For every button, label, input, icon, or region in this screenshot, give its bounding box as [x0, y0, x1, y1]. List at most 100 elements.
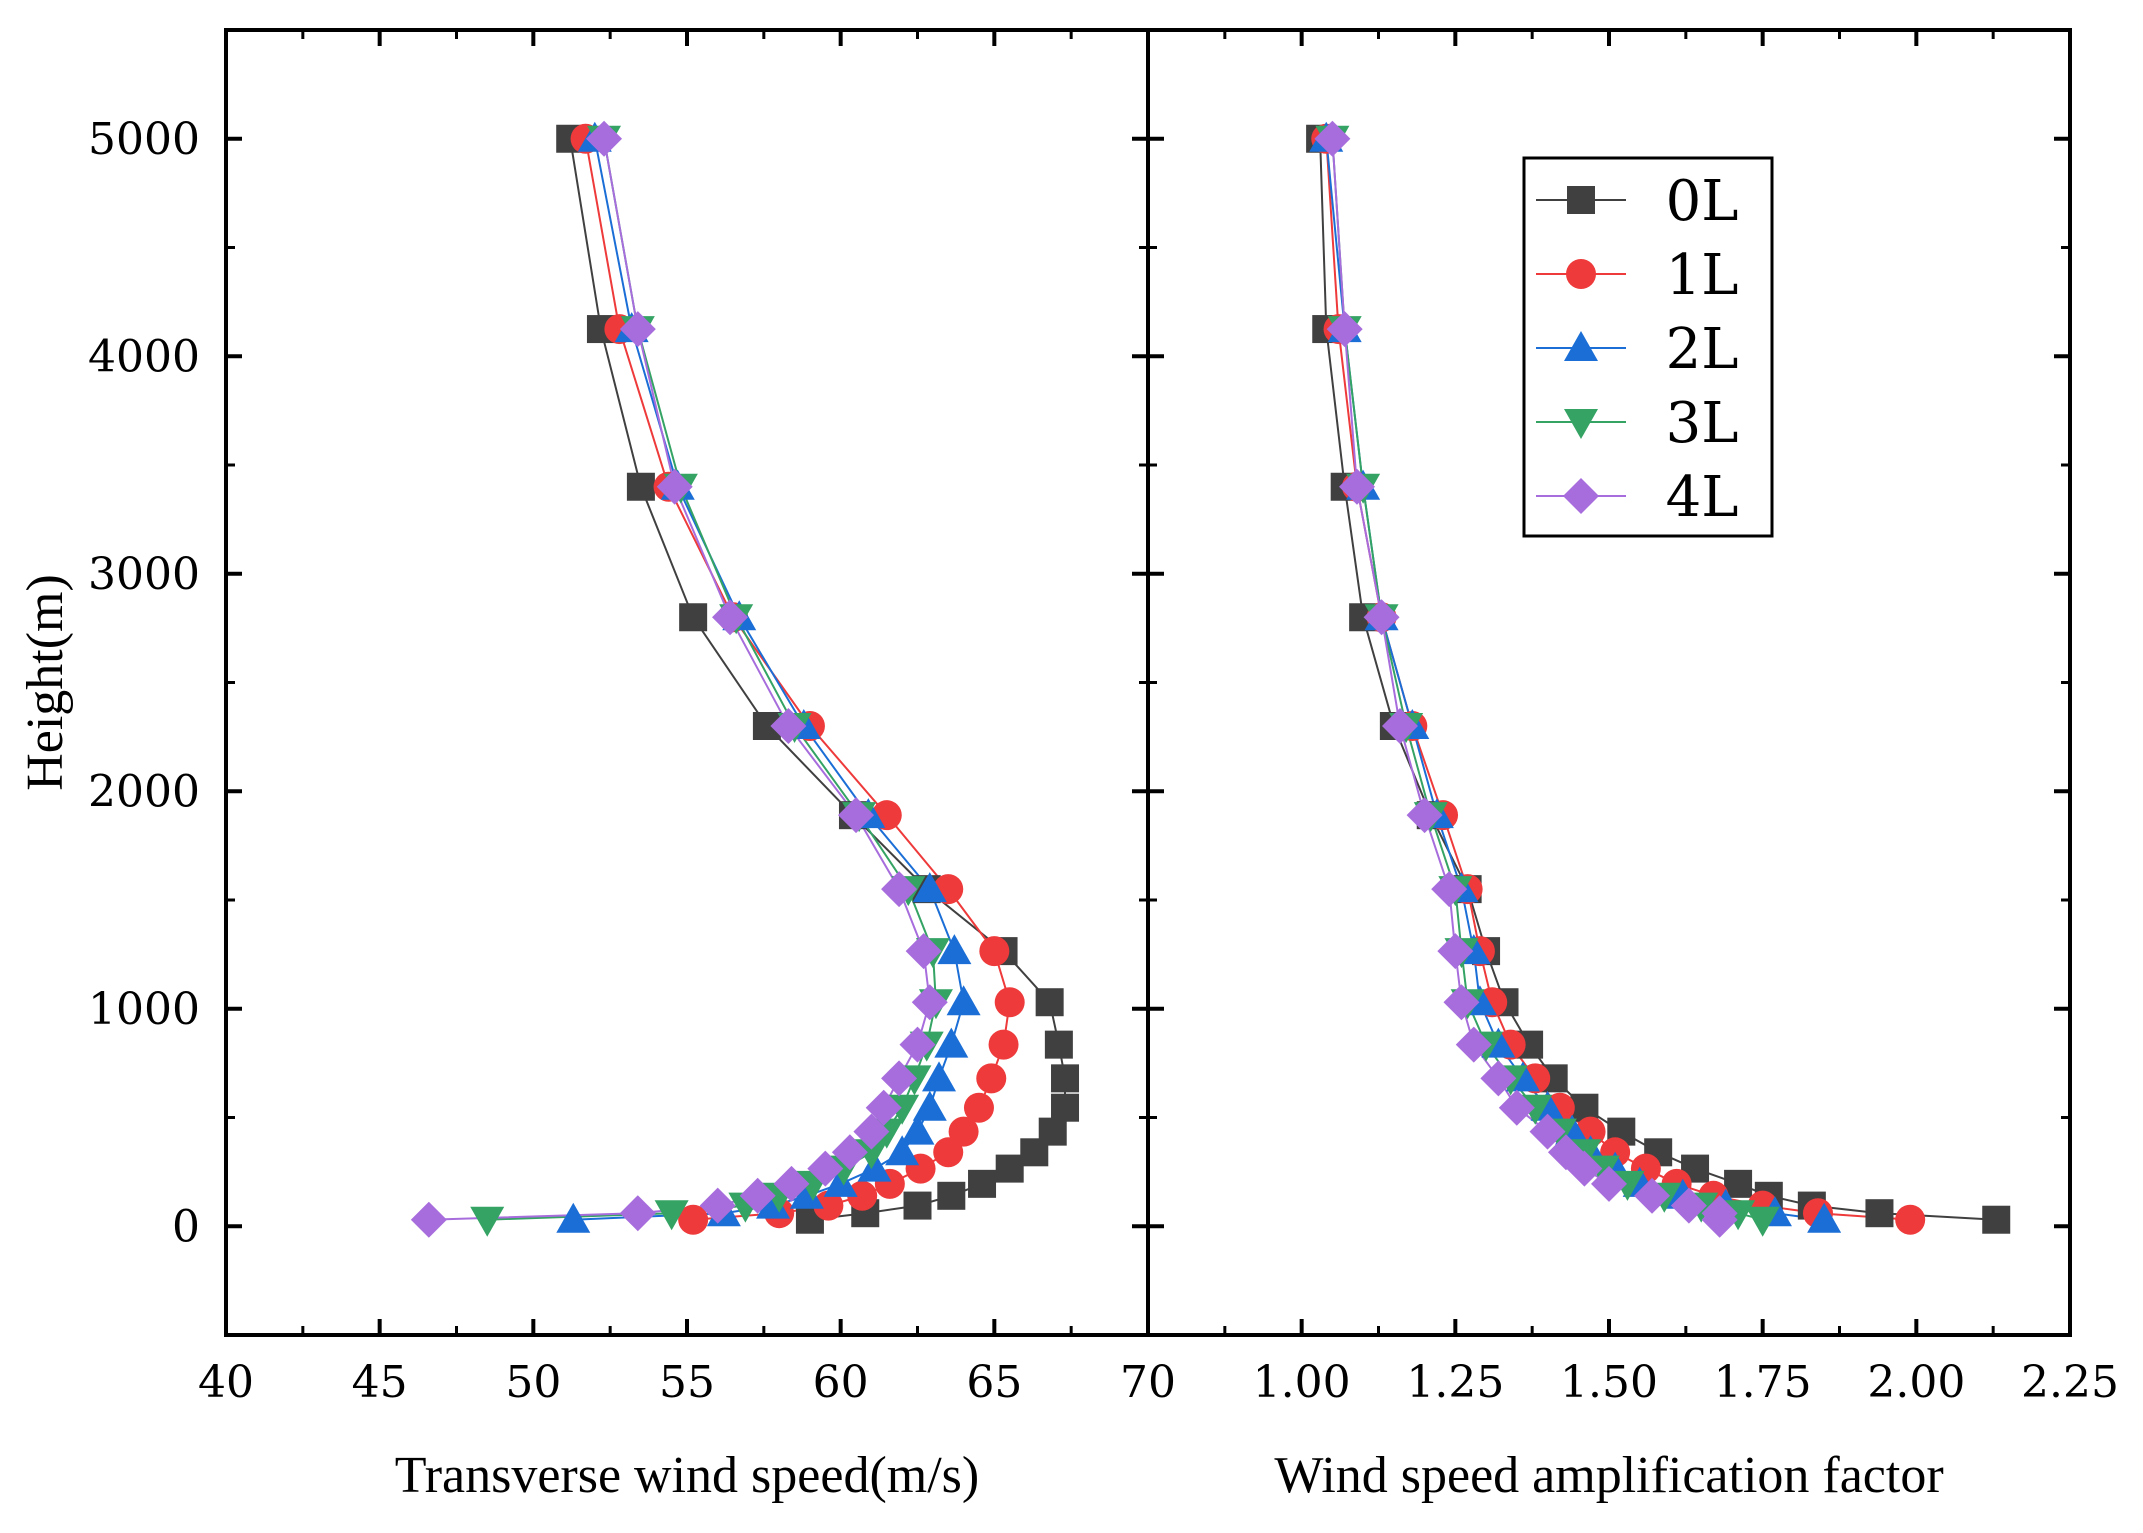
data-point-4L-panel-1 [619, 1195, 656, 1232]
data-point-1L-panel-1 [976, 1063, 1007, 1094]
data-point-2L-panel-1 [789, 1178, 824, 1209]
data-point-1L-panel-1 [948, 1116, 979, 1147]
data-point-4L-panel-2 [1382, 708, 1419, 744]
y-tick-label: 2000 [88, 766, 200, 817]
data-point-2L-panel-1 [900, 1114, 935, 1145]
data-point-4L-panel-1 [911, 984, 948, 1021]
data-point-4L-panel-2 [1498, 1089, 1535, 1126]
data-point-4L-panel-1 [831, 1134, 868, 1171]
data-point-4L-panel-1 [619, 311, 656, 348]
y-tick-label: 0 [172, 1201, 200, 1252]
data-point-4L-panel-1 [807, 1150, 844, 1187]
data-point-4L-panel-1 [712, 599, 749, 636]
data-point-1L-panel-1 [933, 1137, 964, 1168]
data-point-1L-panel-1 [678, 1204, 709, 1235]
y-tick-label: 5000 [88, 114, 200, 165]
legend: 0L 1L 2L 3L 4L [1522, 156, 1774, 538]
data-point-2L-panel-1 [823, 1166, 858, 1197]
data-point-1L-panel-1 [994, 987, 1025, 1018]
data-point-2L-panel-1 [922, 1061, 957, 1092]
data-point-3L-panel-1 [854, 1139, 889, 1170]
data-point-4L-panel-2 [1363, 599, 1400, 636]
y-tick-label: 3000 [88, 549, 200, 600]
legend-label-0L: 0L [1666, 169, 1739, 234]
data-point-0L-panel-1 [1044, 1030, 1073, 1059]
legend-label-2L: 2L [1666, 317, 1739, 382]
data-point-0L-panel-1 [968, 1169, 997, 1198]
data-point-0L-panel-2 [1865, 1199, 1894, 1228]
data-point-4L-panel-1 [905, 933, 942, 970]
legend-marker-1L [1566, 259, 1596, 289]
data-point-0L-panel-2 [1982, 1205, 2011, 1234]
left-panel: 40 45 50 55 60 65 70 0 1000 2000 3000 4000 5000 Trans… [17, 28, 1176, 1504]
data-point-4L-panel-1 [899, 1026, 936, 1063]
data-point-1L-panel-2 [1895, 1204, 1926, 1235]
data-point-1L-panel-1 [963, 1092, 994, 1123]
y-tick-label: 4000 [88, 331, 200, 382]
data-point-4L-panel-1 [838, 797, 875, 834]
data-point-4L-panel-2 [1480, 1060, 1517, 1097]
data-point-2L-panel-1 [912, 872, 947, 903]
legend-marker-3L [1564, 409, 1598, 439]
data-point-2L-panel-1 [934, 1027, 969, 1058]
data-point-2L-panel-1 [556, 1202, 591, 1233]
data-point-4L-panel-1 [881, 1060, 918, 1097]
x-tick-label: 70 [1120, 1357, 1176, 1408]
data-point-4L-panel-1 [410, 1201, 447, 1238]
data-point-3L-panel-1 [470, 1206, 505, 1237]
data-point-4L-panel-1 [656, 468, 693, 505]
data-point-4L-panel-2 [1634, 1177, 1671, 1214]
data-point-2L-panel-1 [946, 985, 981, 1016]
data-point-3L-panel-2 [1745, 1206, 1780, 1237]
data-point-1L-panel-1 [813, 1190, 844, 1221]
data-point-4L-panel-1 [586, 120, 623, 157]
data-point-1L-panel-1 [988, 1029, 1019, 1060]
data-point-0L-panel-2 [1724, 1169, 1753, 1198]
data-point-0L-panel-1 [1051, 1093, 1080, 1122]
data-point-4L-panel-1 [865, 1089, 902, 1126]
data-point-4L-panel-1 [773, 1165, 810, 1202]
data-point-4L-panel-2 [1670, 1187, 1707, 1224]
data-point-4L-panel-2 [1431, 871, 1468, 908]
data-point-0L-panel-1 [903, 1191, 932, 1220]
data-point-2L-panel-1 [857, 1151, 892, 1182]
legend-marker-0L [1567, 186, 1595, 214]
data-point-4L-panel-2 [1406, 797, 1443, 834]
x-axis-title-panel-1: Transverse wind speed(m/s) [395, 1447, 979, 1504]
right-panel: 1.00 1.25 1.50 1.75 2.00 2.25 Wind speed ampli… [1146, 28, 2119, 1504]
data-point-0L-panel-1 [1020, 1138, 1049, 1167]
data-point-4L-panel-1 [881, 871, 918, 908]
data-point-4L-panel-1 [739, 1177, 776, 1214]
x-tick-label: 1.75 [1714, 1357, 1812, 1408]
legend-label-3L: 3L [1666, 391, 1739, 456]
x-tick-label: 2.00 [1867, 1357, 1965, 1408]
x-tick-label: 55 [659, 1357, 715, 1408]
data-point-4L-panel-2 [1338, 468, 1375, 505]
data-point-0L-panel-1 [626, 472, 655, 501]
data-point-4L-panel-2 [1314, 120, 1351, 157]
data-point-4L-panel-2 [1443, 984, 1480, 1021]
data-point-4L-panel-1 [699, 1187, 736, 1224]
x-tick-label: 45 [352, 1357, 408, 1408]
data-point-4L-panel-1 [770, 708, 807, 744]
legend-label-4L: 4L [1666, 465, 1739, 530]
x-tick-label: 50 [505, 1357, 561, 1408]
x-tick-label: 1.50 [1560, 1357, 1658, 1408]
data-point-4L-panel-2 [1326, 311, 1363, 348]
data-point-0L-panel-1 [995, 1154, 1024, 1183]
x-tick-label: 1.25 [1406, 1357, 1504, 1408]
data-point-4L-panel-2 [1455, 1026, 1492, 1063]
data-point-2L-panel-1 [885, 1135, 920, 1166]
x-tick-label: 65 [966, 1357, 1022, 1408]
data-point-2L-panel-2 [1807, 1202, 1842, 1233]
data-point-2L-panel-1 [912, 1090, 947, 1121]
data-point-4L-panel-2 [1566, 1150, 1603, 1187]
data-point-1L-panel-1 [979, 936, 1010, 967]
data-point-4L-panel-1 [853, 1113, 890, 1150]
legend-label-1L: 1L [1666, 243, 1739, 308]
x-tick-label: 2.25 [2021, 1357, 2119, 1408]
data-point-4L-panel-2 [1591, 1165, 1627, 1202]
x-tick-label: 40 [198, 1357, 254, 1408]
legend-marker-2L [1564, 331, 1598, 361]
